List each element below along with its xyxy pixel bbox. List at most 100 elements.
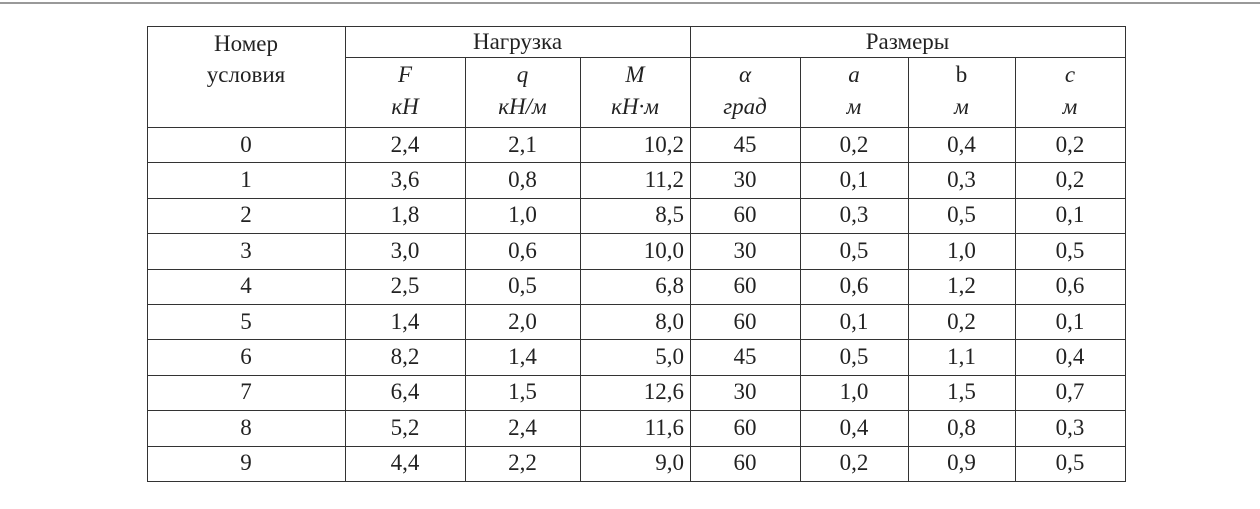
data-cell: 0,2	[1055, 167, 1085, 193]
data-cell: 0,4	[947, 131, 976, 157]
header-load: Нагрузка	[472, 28, 563, 54]
data-cell: 10,2	[643, 131, 684, 157]
data-cell: 0,3	[947, 167, 976, 193]
row-line	[147, 339, 1125, 341]
data-cell: 1,4	[508, 344, 537, 370]
data-cell: 1,0	[947, 237, 976, 263]
data-cell: 0,1	[1055, 308, 1085, 334]
header-unit: кН/м	[498, 93, 547, 119]
data-cell: 5,2	[390, 414, 420, 440]
data-cell: 4,4	[390, 450, 420, 476]
header-unit: град	[723, 93, 767, 119]
data-cell: 11,2	[644, 167, 684, 193]
data-cell: 9,0	[655, 450, 684, 476]
data-cell: 6,8	[655, 273, 684, 299]
data-cell: 1,1	[947, 344, 976, 370]
row-number: 7	[240, 379, 252, 405]
header-symbol: F	[397, 61, 413, 87]
data-cell: 1,0	[839, 379, 869, 405]
data-cell: 8,5	[655, 202, 684, 228]
data-cell: 30	[733, 379, 757, 405]
data-cell: 30	[733, 237, 757, 263]
data-cell: 0,1	[839, 167, 869, 193]
data-cell: 0,6	[839, 273, 869, 299]
data-cell: 60	[733, 414, 757, 440]
data-cell: 0,2	[839, 131, 869, 157]
column-line	[690, 26, 691, 481]
data-cell: 0,1	[1055, 202, 1085, 228]
header-number: Номер условия	[206, 31, 286, 87]
data-cell: 60	[733, 273, 757, 299]
data-cell: 0,5	[839, 344, 869, 370]
row-line	[147, 268, 1125, 270]
row-number: 5	[240, 308, 252, 334]
data-cell: 1,5	[947, 379, 976, 405]
row-number: 6	[240, 344, 252, 370]
data-cell: 60	[733, 202, 757, 228]
data-cell: 0,3	[1055, 414, 1085, 440]
header-symbol: M	[625, 61, 645, 87]
data-cell: 0,2	[1055, 131, 1085, 157]
data-cell: 0,8	[508, 167, 537, 193]
data-cell: 5,0	[655, 344, 684, 370]
column-line	[147, 26, 148, 481]
row-line	[147, 445, 1125, 447]
header-symbol: b	[955, 61, 968, 87]
data-cell: 0,5	[1055, 450, 1085, 476]
data-cell: 0,5	[947, 202, 976, 228]
row-number: 4	[240, 273, 252, 299]
data-cell: 2,0	[508, 308, 537, 334]
data-cell: 11,6	[644, 414, 684, 440]
data-cell: 0,5	[508, 273, 537, 299]
header-unit: кН	[391, 93, 419, 119]
data-cell: 0,6	[1055, 273, 1085, 299]
data-cell: 0,5	[1055, 237, 1085, 263]
row-number: 0	[240, 131, 252, 157]
data-cell: 12,6	[643, 379, 684, 405]
header-unit: кН·м	[611, 93, 659, 119]
data-cell: 8,0	[655, 308, 684, 334]
row-line	[147, 197, 1125, 199]
header-symbol: α	[738, 61, 752, 87]
row-line	[147, 127, 1125, 128]
data-cell: 0,4	[839, 414, 869, 440]
data-cell: 0,8	[947, 414, 976, 440]
data-cell: 60	[733, 308, 757, 334]
data-cell: 0,7	[1055, 379, 1085, 405]
data-cell: 1,0	[508, 202, 537, 228]
data-cell: 1,5	[508, 379, 537, 405]
table-border	[147, 26, 1125, 27]
data-cell: 0,9	[947, 450, 976, 476]
row-line	[345, 57, 1125, 58]
data-cell: 60	[733, 450, 757, 476]
data-cell: 1,8	[390, 202, 420, 228]
data-cell: 2,4	[390, 131, 420, 157]
data-cell: 8,2	[390, 344, 420, 370]
data-cell: 0,1	[839, 308, 869, 334]
data-cell: 2,2	[508, 450, 537, 476]
row-line	[147, 233, 1125, 235]
data-cell: 0,2	[839, 450, 869, 476]
data-cell: 10,0	[643, 237, 684, 263]
top-rule	[0, 2, 1260, 4]
data-cell: 30	[733, 167, 757, 193]
data-cell: 3,0	[390, 237, 420, 263]
data-cell: 3,6	[390, 167, 420, 193]
data-cell: 0,5	[839, 237, 869, 263]
header-symbol: q	[516, 61, 529, 87]
header-unit: м	[846, 93, 862, 119]
row-line	[147, 374, 1125, 376]
data-cell: 2,4	[508, 414, 537, 440]
data-cell: 2,5	[390, 273, 420, 299]
column-line	[1125, 26, 1126, 481]
data-cell: 45	[733, 344, 757, 370]
row-line	[147, 162, 1125, 164]
data-cell: 45	[733, 131, 757, 157]
data-cell: 1,2	[947, 273, 976, 299]
data-cell: 0,6	[508, 237, 537, 263]
header-symbol: a	[848, 61, 860, 87]
data-cell: 6,4	[390, 379, 420, 405]
data-cell: 0,2	[947, 308, 976, 334]
row-line	[147, 304, 1125, 305]
